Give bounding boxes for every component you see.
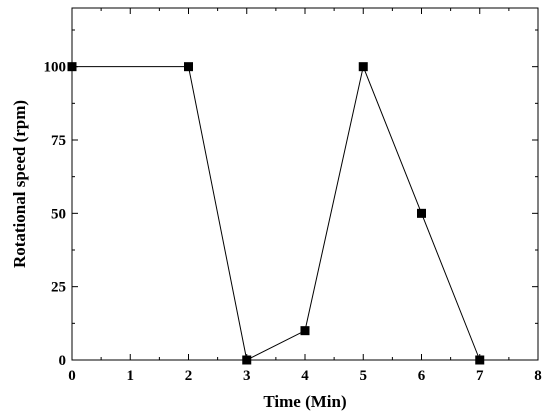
data-point-marker xyxy=(242,355,252,365)
data-point-marker xyxy=(67,62,77,72)
plot-border xyxy=(71,7,539,361)
y-axis-title: Rotational speed (rpm) xyxy=(10,100,29,268)
y-tick-label: 25 xyxy=(51,280,66,296)
x-tick-label: 0 xyxy=(68,368,76,384)
x-tick-label: 5 xyxy=(360,368,368,384)
x-tick-label: 6 xyxy=(418,368,426,384)
y-axis: 0 25 50 75 100 xyxy=(44,29,538,369)
x-tick-label: 4 xyxy=(301,368,309,384)
x-axis: 0 1 2 3 4 5 6 7 8 xyxy=(68,8,542,384)
x-tick-label: 7 xyxy=(476,368,484,384)
plot-frame xyxy=(71,7,539,361)
data-point-marker xyxy=(475,355,485,365)
data-point-marker xyxy=(358,62,368,72)
series-layer xyxy=(67,62,485,365)
x-tick-label: 3 xyxy=(243,368,251,384)
data-point-marker xyxy=(417,208,426,218)
y-tick-label: 100 xyxy=(44,60,67,76)
x-axis-title: Time (Min) xyxy=(263,392,346,411)
x-tick-label: 2 xyxy=(185,368,193,384)
x-tick-label: 1 xyxy=(127,368,135,384)
y-tick-label: 0 xyxy=(59,353,67,369)
data-point-marker xyxy=(184,62,193,72)
x-tick-label: 8 xyxy=(534,368,542,384)
data-point-marker xyxy=(300,326,310,336)
y-tick-label: 50 xyxy=(51,206,66,222)
y-tick-label: 75 xyxy=(51,133,66,149)
